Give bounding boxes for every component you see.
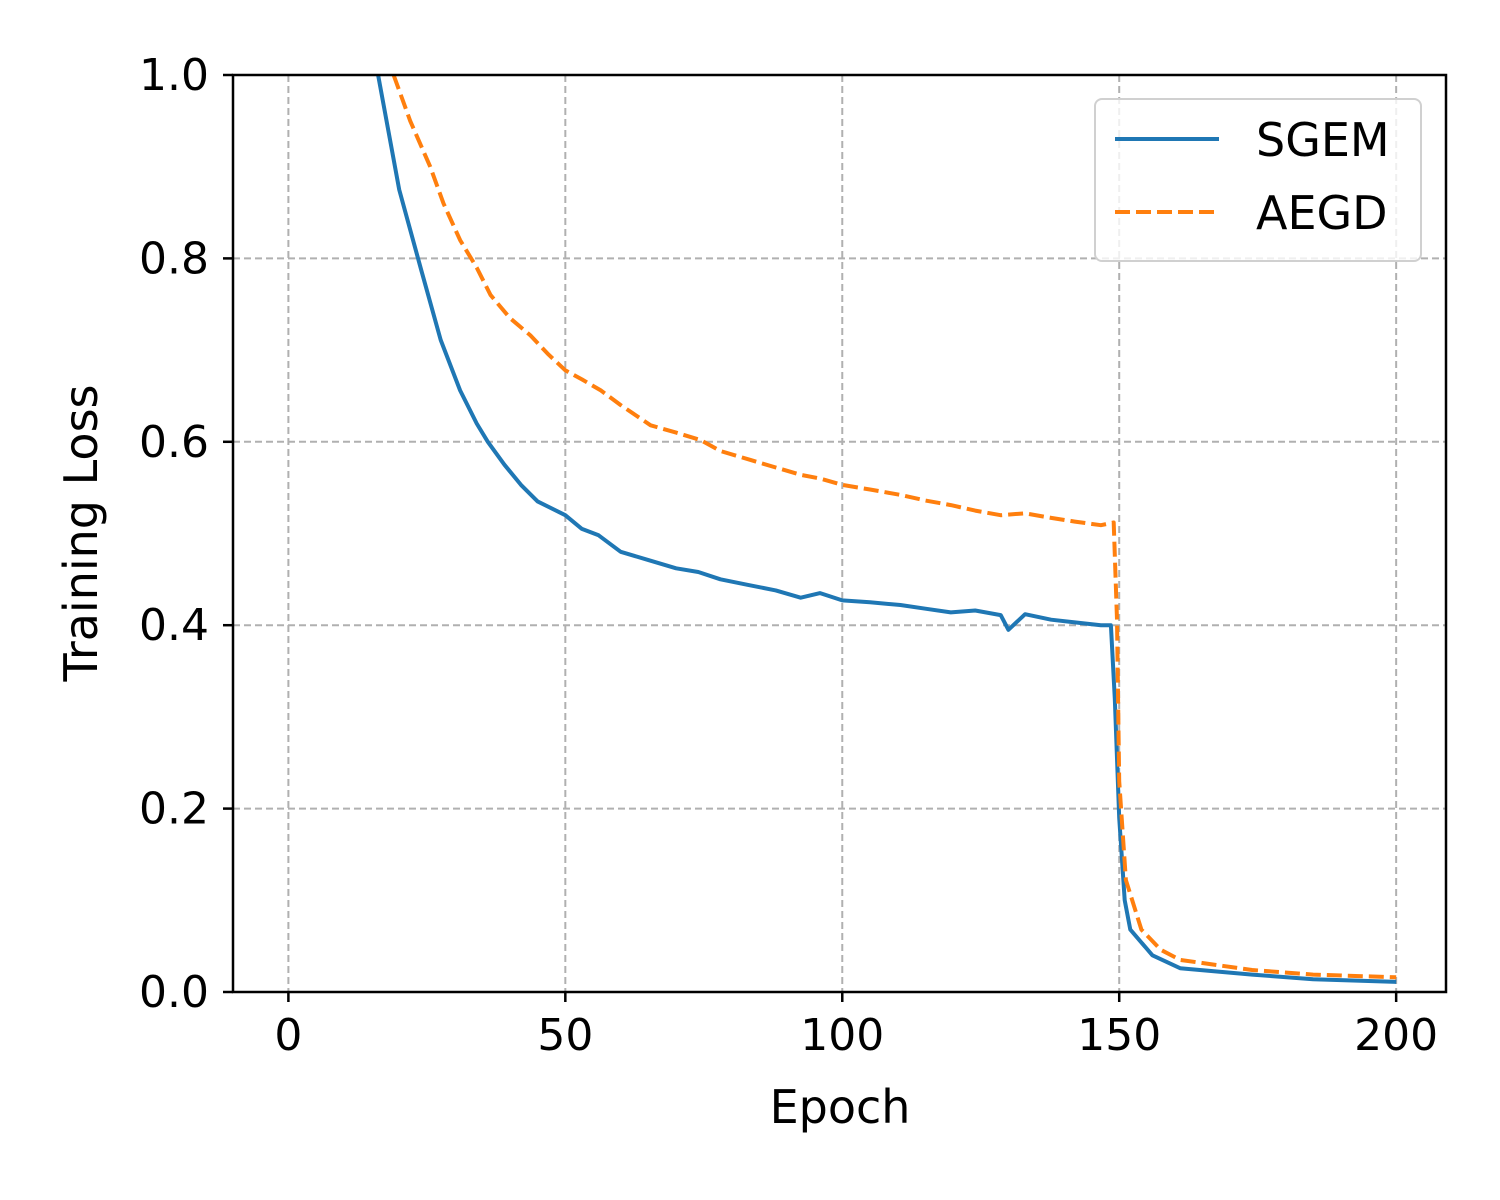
x-tick-label: 50 — [537, 1010, 593, 1061]
y-tick-label: 0.8 — [139, 233, 209, 284]
tick-marks: 0 50 100 150 200 0.0 0.2 0.4 0.6 0.8 1.0 — [139, 50, 1438, 1061]
series-lines — [376, 74, 1397, 984]
y-tick-label: 0.2 — [139, 784, 209, 835]
y-tick-label: 0.4 — [139, 600, 209, 651]
legend-label-aegd: AEGD — [1256, 186, 1388, 240]
y-tick-label: 0.6 — [139, 417, 209, 468]
series-line-aegd — [391, 74, 1397, 980]
x-tick-label: 100 — [800, 1010, 884, 1061]
y-axis-label: Training Loss — [54, 384, 108, 682]
legend-label-sgem: SGEM — [1256, 113, 1390, 167]
x-tick-label: 0 — [274, 1010, 302, 1061]
y-tick-label: 0.0 — [139, 967, 209, 1018]
y-tick-label: 1.0 — [139, 50, 209, 101]
legend: SGEM AEGD — [1094, 98, 1422, 262]
x-tick-label: 150 — [1077, 1010, 1161, 1061]
x-tick-label: 200 — [1354, 1010, 1438, 1061]
x-axis-label: Epoch — [770, 1080, 911, 1134]
plot-frame — [231, 73, 1448, 994]
